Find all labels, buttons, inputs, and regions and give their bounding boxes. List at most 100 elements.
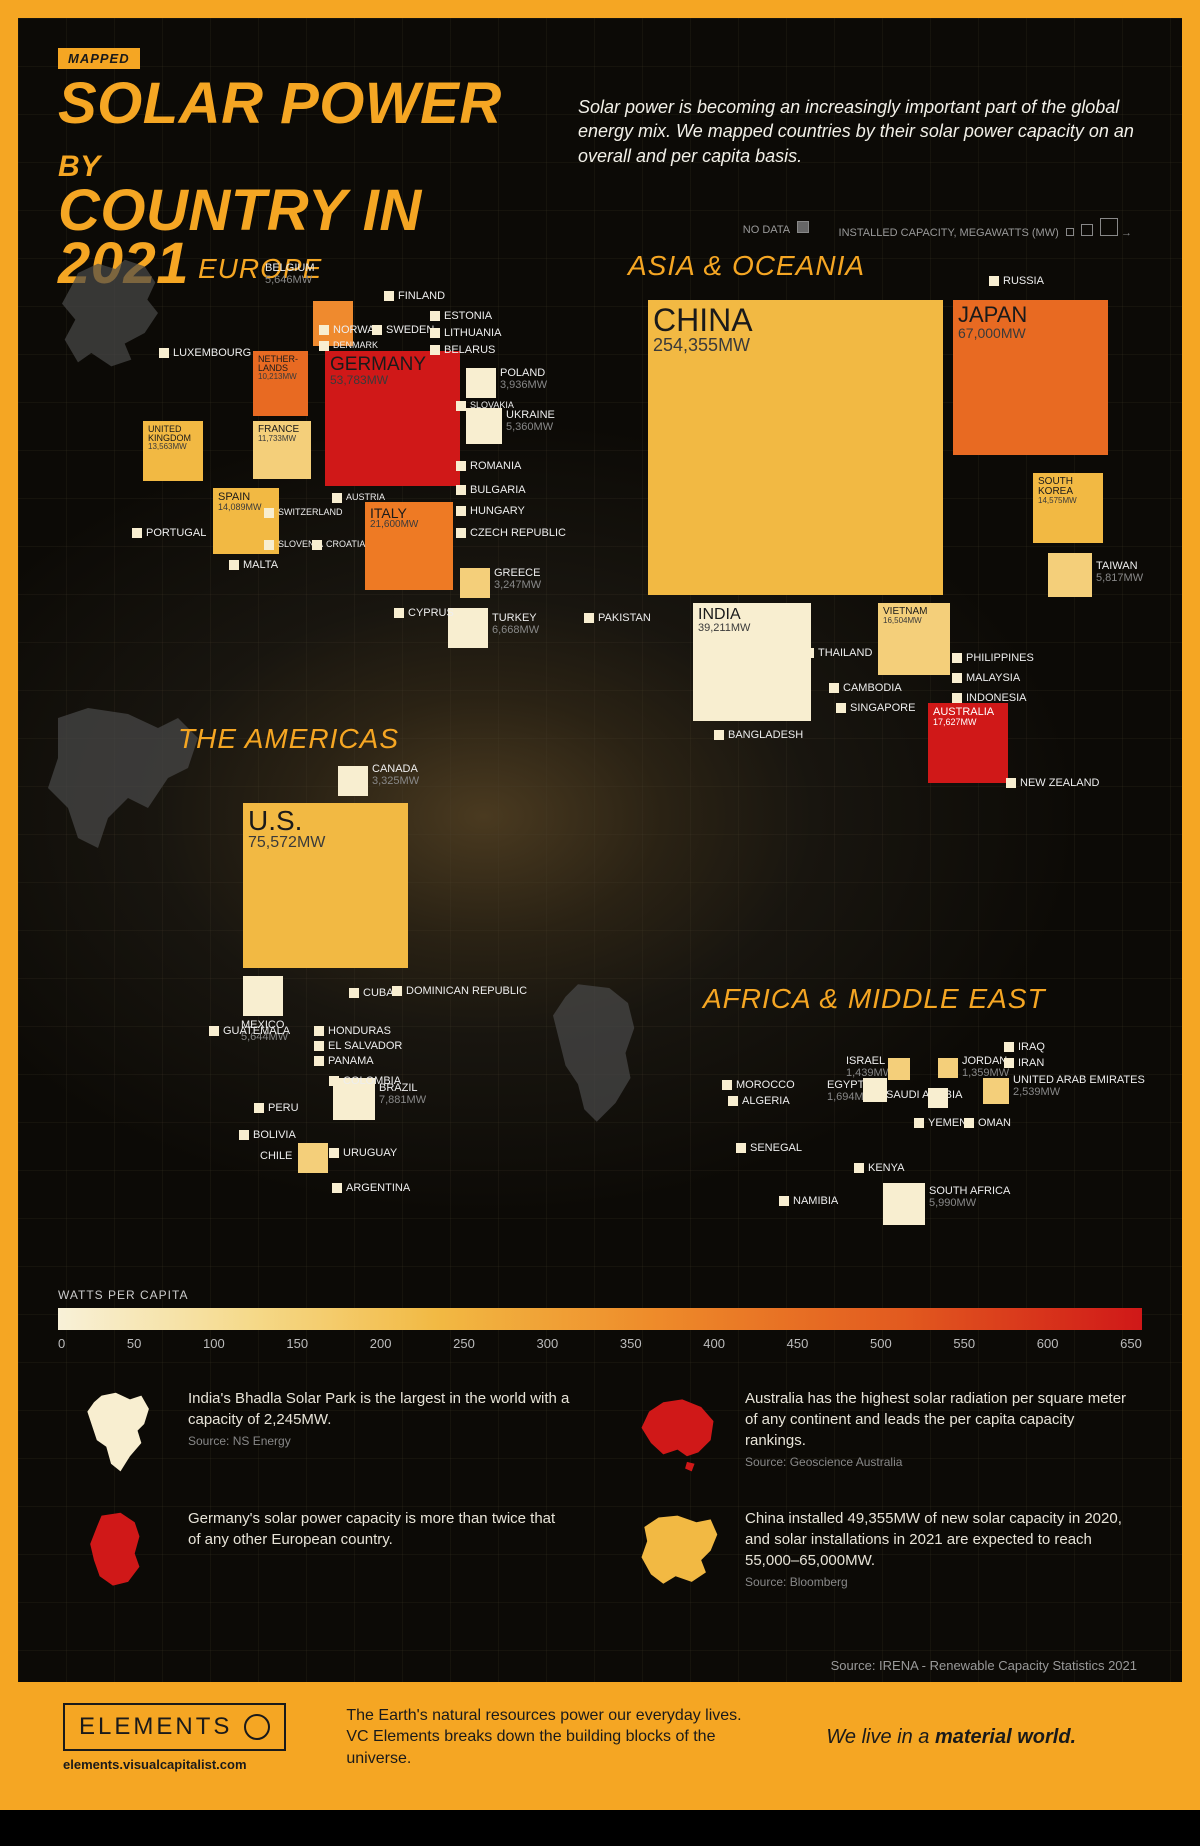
label-honduras: HONDURAS [328,1026,391,1038]
label-pakistan: PAKISTAN [598,613,651,625]
main-source: Source: IRENA - Renewable Capacity Stati… [831,1658,1137,1673]
label-russia: RUSSIA [1003,276,1044,288]
label-belarus: BELARUS [444,345,495,357]
tile-south-korea: SOUTH KOREA14,575MW [1033,473,1103,543]
label-hungary: HUNGARY [470,506,525,518]
logo-text: ELEMENTS [79,1713,232,1741]
label-taiwan: TAIWAN5,817MW [1096,561,1143,584]
label-ukraine: UKRAINE5,360MW [506,410,555,433]
label-philippines: PHILIPPINES [966,653,1034,665]
legend-top: NO DATA INSTALLED CAPACITY, MEGAWATTS (M… [743,218,1132,239]
map-africa-icon [538,978,668,1128]
tile-japan: JAPAN67,000MW [953,300,1108,455]
label-morocco: MOROCCO [736,1080,795,1092]
fact-item: China installed 49,355MW of new solar ca… [630,1508,1127,1598]
tile-italy: ITALY21,600MW [365,502,453,590]
gradient-label: WATTS PER CAPITA [58,1288,1142,1302]
logo-box: ELEMENTS [63,1703,286,1751]
gradient-legend: WATTS PER CAPITA 05010015020025030035040… [58,1288,1142,1351]
gradient-tick: 150 [286,1336,308,1351]
legend-cap: INSTALLED CAPACITY, MEGAWATTS (MW) [839,227,1059,239]
label-luxembourg: LUXEMBOURG [173,348,251,360]
label-new-zealand: NEW ZEALAND [1020,778,1099,790]
label-south-africa: SOUTH AFRICA5,990MW [929,1186,1010,1209]
label-estonia: ESTONIA [444,311,492,323]
category-tag: MAPPED [58,48,140,69]
label-canada: CANADA3,325MW [372,764,419,787]
gradient-tick: 350 [620,1336,642,1351]
gradient-tick: 550 [953,1336,975,1351]
tile-israel [888,1058,910,1080]
gradient-tick: 250 [453,1336,475,1351]
tile-south-africa [883,1183,925,1225]
label-senegal: SENEGAL [750,1143,802,1155]
label-austria: AUSTRIA [346,493,385,502]
label-chile: CHILE [260,1151,292,1163]
tile-germany: GERMANY53,783MW [325,351,460,486]
label-cambodia: CAMBODIA [843,683,902,695]
region-title-asia: ASIA & OCEANIA [628,250,865,282]
legend-nodata: NO DATA [743,224,790,236]
intro-text: Solar power is becoming an increasingly … [578,77,1142,168]
label-malta: MALTA [243,560,278,572]
tile-india: INDIA39,211MW [693,603,811,721]
gradient-tick: 500 [870,1336,892,1351]
fact-text: Germany's solar power capacity is more t… [188,1508,570,1550]
gradient-tick: 650 [1120,1336,1142,1351]
label-singapore: SINGAPORE [850,703,915,715]
label-portugal: PORTUGAL [146,528,206,540]
australia-shape-icon [630,1388,725,1478]
region-americas: THE AMERICAS U.S.75,572MWCANADA3,325MWME… [188,758,568,1208]
label-sweden: SWEDEN [386,325,434,337]
fact-source: Source: Geoscience Australia [745,1455,1127,1469]
tile-australia: AUSTRALIA17,627MW [928,703,1008,783]
tile-mexico [243,976,283,1016]
footer-right-a: We live in a [826,1726,935,1748]
tile-france: FRANCE11,733MW [253,421,311,479]
label-turkey: TURKEY6,668MW [492,613,539,636]
label-switzerland: SWITZERLAND [278,508,343,517]
tile-egypt [863,1078,887,1102]
label-yemen: YEMEN [928,1118,967,1130]
fact-item: Germany's solar power capacity is more t… [73,1508,570,1598]
footer-url: elements.visualcapitalist.com [63,1757,286,1772]
tile-saudi-arabia [928,1088,948,1108]
label-iran: IRAN [1018,1058,1044,1070]
tile-united-arab-emirates [983,1078,1009,1104]
gradient-tick: 300 [537,1336,559,1351]
gradient-tick: 450 [787,1336,809,1351]
label-finland: FINLAND [398,291,445,303]
label-cuba: CUBA [363,988,394,1000]
germany-shape-icon [73,1508,168,1598]
gradient-tick: 0 [58,1336,65,1351]
gradient-ticks: 050100150200250300350400450500550600650 [58,1336,1142,1351]
footer-brand: ELEMENTS elements.visualcapitalist.com [63,1703,286,1772]
tile-u-s-: U.S.75,572MW [243,803,408,968]
fact-source: Source: NS Energy [188,1434,570,1448]
label-uruguay: URUGUAY [343,1148,397,1160]
label-denmark: DENMARK [333,341,378,350]
label-bolivia: BOLIVIA [253,1130,296,1142]
label-israel: ISRAEL1,439MW [846,1056,893,1079]
fact-item: India's Bhadla Solar Park is the largest… [73,1388,570,1478]
label-algeria: ALGERIA [742,1096,790,1108]
label-iraq: IRAQ [1018,1042,1045,1054]
label-panama: PANAMA [328,1056,374,1068]
fact-text: China installed 49,355MW of new solar ca… [745,1508,1127,1571]
fact-text: India's Bhadla Solar Park is the largest… [188,1388,570,1430]
label-bulgaria: BULGARIA [470,485,526,497]
label-namibia: NAMIBIA [793,1196,838,1208]
title-line1: SOLAR POWER [58,71,502,136]
label-belgium: BELGIUM5,646MW [265,263,315,286]
tile-jordan [938,1058,958,1078]
tile-chile [298,1143,328,1173]
globe-icon [244,1714,270,1740]
label-kenya: KENYA [868,1163,904,1175]
footer: ELEMENTS elements.visualcapitalist.com T… [18,1682,1182,1792]
label-saudi-arabia: SAUDI ARABIA [886,1090,962,1102]
label-poland: POLAND3,936MW [500,368,547,391]
gradient-tick: 200 [370,1336,392,1351]
label-czech-republic: CZECH REPUBLIC [470,528,566,540]
label-oman: OMAN [978,1118,1011,1130]
gradient-tick: 50 [127,1336,141,1351]
